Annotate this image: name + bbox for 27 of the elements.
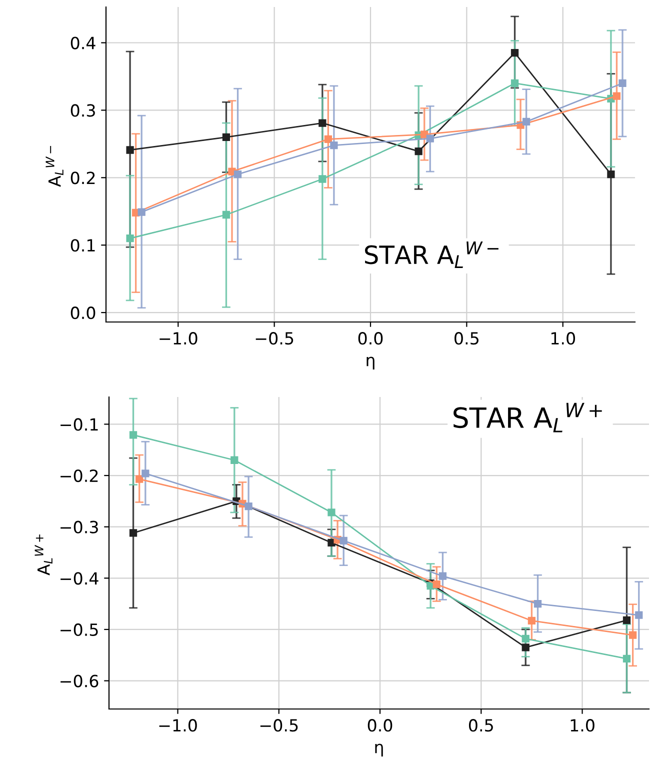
y-tick-label: −0.6 [60, 674, 98, 688]
x-axis-title: η [375, 744, 383, 757]
x-tick-label: −0.5 [260, 719, 298, 732]
x-tick-label: 0.5 [454, 332, 478, 345]
x-axis-title: η [366, 356, 374, 370]
x-tick-label: 1.0 [551, 332, 576, 345]
y-tick-label: 0.0 [70, 306, 96, 320]
x-tick-label: 0.5 [468, 719, 493, 732]
y-tick-label: 0.3 [70, 104, 95, 117]
annotation: STAR A$_{L}$$^{W+}$ [454, 402, 602, 432]
y-tick-label: −0.1 [60, 418, 98, 431]
y-tick-label: 0.2 [70, 172, 95, 184]
y-tick-label: −0.4 [60, 572, 98, 585]
x-tick-label: −1.0 [159, 719, 197, 732]
y-tick-label: 0.1 [70, 239, 95, 252]
y-tick-label: −0.3 [60, 520, 98, 534]
y-tick-label: −0.2 [60, 469, 98, 482]
y-tick-label: −0.5 [60, 623, 98, 636]
y-tick-label: 0.4 [70, 36, 96, 50]
x-tick-label: 0.0 [358, 332, 383, 345]
x-tick-label: 0.0 [368, 719, 392, 732]
y-axis-title: A$_{L}$$^{W−}$ [46, 146, 64, 187]
annotation: STAR A$_{L}$$^{W−}$ [365, 242, 498, 268]
x-tick-label: 1.0 [570, 719, 594, 732]
x-tick-label: −1.0 [160, 332, 198, 345]
y-axis-title: A$_{L}$$^{W+}$ [34, 534, 52, 576]
x-tick-label: −0.5 [256, 332, 294, 345]
